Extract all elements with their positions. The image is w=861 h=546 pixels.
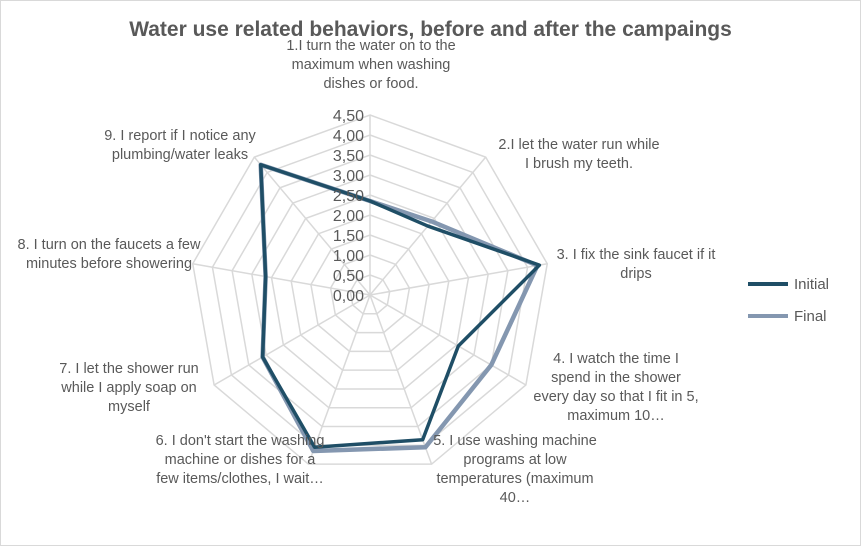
grid-ring-1	[349, 274, 391, 315]
radial-tick-label-5: 2,50	[333, 188, 364, 205]
category-label-5: 5. I use washing machine programs at low…	[433, 433, 597, 506]
grid-spoke-9	[253, 156, 371, 296]
grid-ring-8	[211, 134, 529, 447]
grid-ring-4	[290, 214, 450, 371]
category-label-9: 9. I report if I notice any plumbing/wat…	[104, 128, 256, 163]
radial-tick-label-9: 4,50	[333, 108, 364, 125]
radial-tick-label-7: 3,50	[333, 148, 364, 165]
legend-swatch-initial	[748, 282, 788, 286]
grid-ring-7	[231, 154, 509, 428]
legend-label-initial: Initial	[794, 275, 830, 293]
category-label-6: 6. I don't start the washing machine or …	[155, 433, 325, 487]
radial-tick-label-4: 2,00	[333, 208, 364, 225]
legend-swatch-final	[748, 314, 788, 318]
category-label-3: 3. I fix the sink faucet if it drips	[556, 247, 716, 282]
grid-ring-9	[191, 114, 549, 465]
chart-title: Water use related behaviors, before and …	[129, 18, 732, 41]
radial-tick-label-8: 4,00	[333, 128, 364, 145]
grid-spoke-4	[369, 294, 527, 386]
radial-tick-label-0: 0,00	[333, 288, 364, 305]
grid-spoke-6	[307, 294, 371, 465]
category-label-8: 8. I turn on the faucets a few minutes b…	[17, 237, 201, 272]
radial-tick-label-3: 1,50	[333, 228, 364, 245]
category-label-7: 7. I let the shower run while I apply so…	[59, 361, 199, 415]
category-label-2: 2.I let the water run while I brush my t…	[498, 137, 660, 172]
series-line-initial	[258, 163, 542, 449]
grid-spoke-8	[192, 263, 371, 296]
grid-spoke-7	[213, 294, 371, 386]
grid-ring-3	[310, 234, 430, 353]
legend-label-final: Final	[794, 307, 827, 325]
legend-item-final: Final	[748, 300, 829, 332]
legend-item-initial: Initial	[748, 268, 829, 300]
radial-tick-label-1: 0,50	[333, 268, 364, 285]
radial-tick-labels: 0,00 0,50 1,00 1,50 2,00 2,50 3,00 3,50 4,00 4,50	[333, 108, 364, 305]
grid-spoke-5	[369, 294, 433, 465]
category-label-1: 1.I turn the water on to the maximum whe…	[286, 38, 456, 92]
grid-ring-5	[270, 194, 470, 390]
legend: Initial Final	[748, 268, 829, 332]
grid-ring-2	[329, 254, 411, 334]
radar-series	[258, 162, 542, 454]
radial-tick-label-2: 1,00	[333, 248, 364, 265]
radial-tick-label-6: 3,00	[333, 168, 364, 185]
grid-spoke-3	[369, 263, 548, 296]
category-label-4: 4. I watch the time I spend in the showe…	[533, 351, 699, 424]
